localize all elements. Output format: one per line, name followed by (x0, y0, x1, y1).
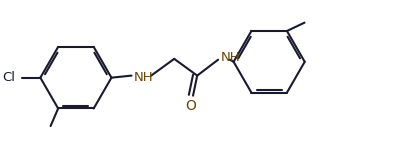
Text: NH: NH (220, 51, 240, 64)
Text: Cl: Cl (2, 71, 15, 84)
Text: NH: NH (134, 71, 153, 84)
Text: O: O (185, 99, 196, 113)
